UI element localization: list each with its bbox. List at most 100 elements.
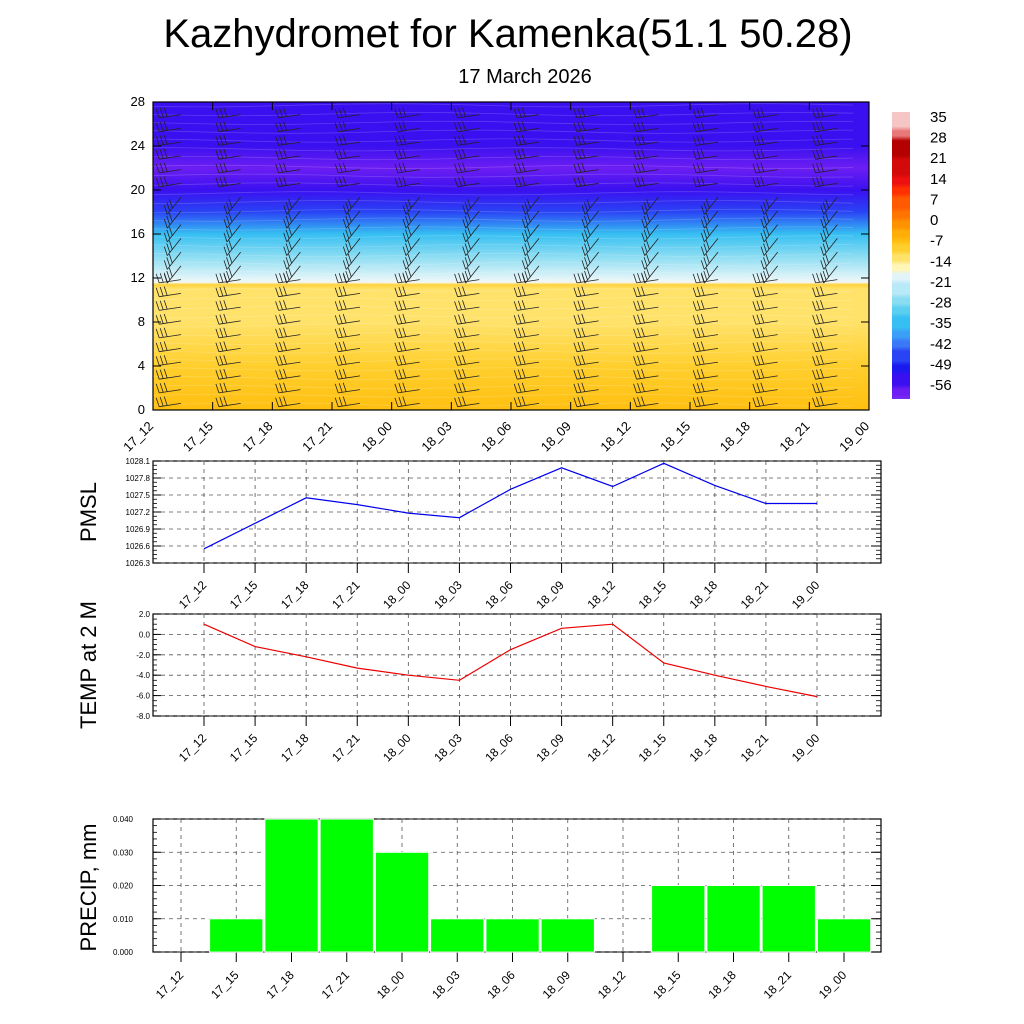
wind-barb-flag xyxy=(700,327,705,337)
wind-barb-flag xyxy=(692,370,697,380)
wind-barb-flag xyxy=(825,226,829,236)
wind-barb-flag xyxy=(283,246,288,256)
chart-title: Kazhydromet for Kamenka(51.1 50.28) xyxy=(163,12,853,56)
wind-barb-flag xyxy=(756,341,761,352)
wind-barb-flag xyxy=(462,218,467,229)
wind-barb-flag xyxy=(517,135,522,145)
wind-barb-flag xyxy=(756,355,761,365)
wind-barb-flag xyxy=(462,121,466,131)
wind-barb-flag xyxy=(637,355,641,365)
wind-barb-flag xyxy=(228,212,233,223)
wind-barb-flag xyxy=(458,300,462,310)
wind-barb-shaft xyxy=(584,265,599,284)
wind-barb-flag xyxy=(345,229,350,239)
wind-barb-flag xyxy=(458,108,462,118)
wind-barb-flag xyxy=(166,229,171,239)
wind-barb-flag xyxy=(334,383,339,394)
wind-barb-flag xyxy=(696,383,701,393)
wind-barb-flag xyxy=(696,396,701,407)
wind-barb-flag xyxy=(696,135,701,145)
wind-barb-flag xyxy=(760,355,765,365)
x-tick-label: 17_21 xyxy=(299,418,335,454)
wind-barb-flag xyxy=(816,369,820,379)
wind-barb-flag xyxy=(700,121,705,131)
colorbar-label: 7 xyxy=(930,191,938,208)
wind-barb-flag xyxy=(820,286,824,296)
wind-barb-flag xyxy=(517,383,522,393)
wind-barb-flag xyxy=(283,382,287,392)
wind-barb-flag xyxy=(283,355,287,365)
wind-barb-flag xyxy=(215,315,220,325)
wind-barb-flag xyxy=(163,382,168,392)
wind-barb-shaft xyxy=(345,224,361,243)
wind-barb-flag xyxy=(338,300,343,310)
wind-barb-flag xyxy=(398,163,403,173)
wind-barb-flag xyxy=(820,135,824,145)
wind-barb-flag xyxy=(517,314,522,324)
wind-barb-flag xyxy=(226,270,230,281)
wind-barb-flag xyxy=(215,370,220,380)
wind-barb-flag xyxy=(703,270,708,281)
wind-barb-flag xyxy=(159,176,164,187)
wind-barb-flag xyxy=(637,300,641,310)
wind-barb-flag xyxy=(586,240,591,250)
wind-barb-shaft xyxy=(226,196,241,215)
wind-barb-flag xyxy=(464,257,469,267)
wind-barb-flag xyxy=(812,122,816,132)
wind-barb-flag xyxy=(581,162,586,172)
wind-barb-shaft xyxy=(405,224,420,243)
wind-barb-flag xyxy=(517,369,522,379)
y-tick-label: -2.0 xyxy=(136,651,150,660)
wind-barb-flag xyxy=(398,355,403,365)
wind-barb-flag xyxy=(521,218,526,229)
wind-barb-flag xyxy=(462,148,466,159)
wind-barb-flag xyxy=(458,396,462,407)
wind-barb-flag xyxy=(288,240,292,250)
wind-barb-flag xyxy=(159,396,164,407)
wind-barb-flag xyxy=(338,341,343,352)
wind-barb-flag xyxy=(223,382,228,392)
wind-barb-shaft xyxy=(763,210,778,229)
x-tick-label: 17_12 xyxy=(120,418,156,454)
wind-barb-flag xyxy=(646,267,650,278)
x-tick-label: 19_00 xyxy=(789,578,823,612)
x-tick-label: 18_15 xyxy=(650,968,684,1002)
wind-barb-flag xyxy=(812,397,816,407)
wind-barb-flag xyxy=(454,397,458,407)
wind-barb-shaft xyxy=(644,251,659,270)
wind-barb-flag xyxy=(219,273,224,283)
wind-barb-flag xyxy=(283,148,287,159)
wind-barb-flag xyxy=(586,226,591,236)
wind-barb-flag xyxy=(275,177,279,187)
isotherm-line xyxy=(152,376,854,381)
wind-barb-flag xyxy=(226,257,230,267)
wind-barb-flag xyxy=(573,122,578,132)
temp2m-panel: -8.0 -6.0 -4.0 -2.0 0.0 2.0 17_12 17_15 17_18 17_… xyxy=(76,601,882,765)
wind-barb-flag xyxy=(215,150,220,160)
x-tick-label: 18_00 xyxy=(380,731,414,765)
wind-barb-flag xyxy=(641,205,646,215)
wind-barb-flag xyxy=(394,370,399,380)
wind-barb-flag xyxy=(223,107,228,117)
precip-bar xyxy=(264,818,319,953)
wind-barb-flag xyxy=(342,355,347,365)
wind-barb-flag xyxy=(820,273,825,284)
wind-barb-flag xyxy=(223,300,228,310)
wind-barb-flag xyxy=(342,148,347,159)
wind-barb-shaft xyxy=(823,210,838,229)
wind-barb-flag xyxy=(215,383,220,394)
wind-barb-flag xyxy=(637,286,641,297)
wind-barb-flag xyxy=(573,273,578,284)
wind-barb-flag xyxy=(285,229,290,239)
wind-barb-flag xyxy=(342,396,347,406)
wind-barb-flag xyxy=(633,122,637,132)
wind-barb-flag xyxy=(577,149,582,159)
x-tick-label: 18_21 xyxy=(738,731,772,765)
wind-barb-flag xyxy=(402,246,407,256)
wind-barb-flag xyxy=(641,273,646,284)
wind-barb-flag xyxy=(279,286,283,297)
wind-barb-flag xyxy=(342,107,347,117)
wind-barb-flag xyxy=(696,314,701,324)
wind-barb-flag xyxy=(347,253,352,264)
wind-barb-flag xyxy=(342,260,347,270)
